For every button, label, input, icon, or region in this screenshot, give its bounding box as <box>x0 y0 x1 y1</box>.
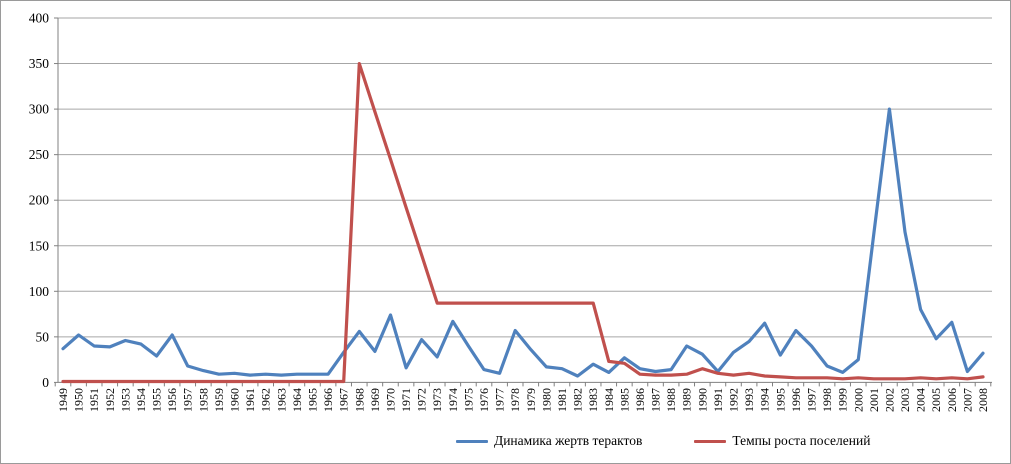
x-axis-label: 1992 <box>727 388 741 412</box>
x-axis-label: 2002 <box>882 388 896 412</box>
x-axis-label: 1967 <box>337 388 351 412</box>
y-axis-label: 100 <box>29 284 50 299</box>
x-axis-label: 2004 <box>914 388 928 412</box>
x-axis-label: 1995 <box>773 388 787 412</box>
x-axis-label: 1981 <box>555 388 569 412</box>
x-axis-label: 1983 <box>586 388 600 412</box>
x-axis-label: 1954 <box>134 388 148 412</box>
x-axis-label: 1978 <box>508 388 522 412</box>
x-axis-label: 1989 <box>680 388 694 412</box>
x-axis-label: 1949 <box>56 388 70 412</box>
x-axis-label: 2007 <box>960 388 974 412</box>
x-axis-label: 2005 <box>929 388 943 412</box>
x-axis-label: 1960 <box>228 388 242 412</box>
legend-line-swatch-settlements <box>694 439 727 443</box>
x-axis-label: 2001 <box>867 388 881 412</box>
x-axis-label: 1993 <box>742 388 756 412</box>
series-line-victims <box>61 107 985 378</box>
x-axis-label: 2000 <box>851 388 865 412</box>
x-axis-label: 1980 <box>539 388 553 412</box>
x-axis-label: 1957 <box>181 388 195 412</box>
legend-label-settlements: Темпы роста поселений <box>732 433 871 448</box>
x-axis-label: 1950 <box>72 388 86 412</box>
x-axis-label: 1956 <box>165 388 179 412</box>
x-axis-label: 1999 <box>836 388 850 412</box>
y-axis-label: 300 <box>29 102 50 117</box>
x-axis-label: 1959 <box>212 388 226 412</box>
x-axis-label: 1966 <box>321 388 335 412</box>
x-axis-label: 1972 <box>415 388 429 412</box>
x-axis-label: 1965 <box>305 388 319 412</box>
y-axis-label: 50 <box>36 329 50 344</box>
x-axis-label: 1953 <box>118 388 132 412</box>
y-axis-label: 350 <box>29 56 50 71</box>
legend-item-settlements[interactable]: Темпы роста поселений <box>694 434 870 448</box>
x-axis-label: 2008 <box>976 388 990 412</box>
x-axis-label: 1975 <box>461 388 475 412</box>
x-axis-label: 1997 <box>804 388 818 412</box>
x-axis-label: 1962 <box>259 388 273 412</box>
x-axis-label: 1994 <box>758 388 772 412</box>
x-axis-label: 1986 <box>633 388 647 412</box>
series-line-settlements <box>61 61 985 384</box>
x-axis-label: 1984 <box>602 388 616 412</box>
x-axis-label: 1998 <box>820 388 834 412</box>
y-axis-label: 150 <box>29 238 50 253</box>
x-axis-label: 1979 <box>524 388 538 412</box>
x-axis-label: 1974 <box>446 388 460 412</box>
legend-item-victims[interactable]: Динамика жертв терактов <box>456 434 642 448</box>
x-axis-label: 1982 <box>571 388 585 412</box>
x-axis-label: 1988 <box>664 388 678 412</box>
legend-label-victims: Динамика жертв терактов <box>494 433 643 448</box>
x-axis-label: 1964 <box>290 388 304 412</box>
x-axis-label: 1970 <box>383 388 397 412</box>
x-axis-label: 1963 <box>274 388 288 412</box>
x-axis-label: 1951 <box>87 388 101 412</box>
x-axis-label: 1977 <box>493 388 507 412</box>
x-axis-label: 1990 <box>695 388 709 412</box>
y-axis-label: 250 <box>29 147 50 162</box>
x-axis-label: 1985 <box>617 388 631 412</box>
x-axis-label: 2003 <box>898 388 912 412</box>
y-axis-label: 400 <box>29 11 50 26</box>
x-axis-label: 1971 <box>399 388 413 412</box>
x-axis-label: 1996 <box>789 388 803 412</box>
x-axis-label: 1969 <box>368 388 382 412</box>
x-axis-label: 1955 <box>150 388 164 412</box>
x-axis-label: 1968 <box>352 388 366 412</box>
y-axis-label: 0 <box>42 375 49 390</box>
x-axis-label: 1952 <box>103 388 117 412</box>
x-axis-label: 1987 <box>649 388 663 412</box>
y-axis-label: 200 <box>29 193 50 208</box>
x-axis-label: 1961 <box>243 388 257 412</box>
x-axis-label: 1976 <box>477 388 491 412</box>
x-axis-label: 1991 <box>711 388 725 412</box>
legend-line-swatch-victims <box>456 439 488 443</box>
x-axis-label: 1973 <box>430 388 444 412</box>
chart-legend: Динамика жертв терактов Темпы роста посе… <box>456 434 870 448</box>
x-axis-label: 1958 <box>196 388 210 412</box>
x-axis-label: 2006 <box>945 388 959 412</box>
